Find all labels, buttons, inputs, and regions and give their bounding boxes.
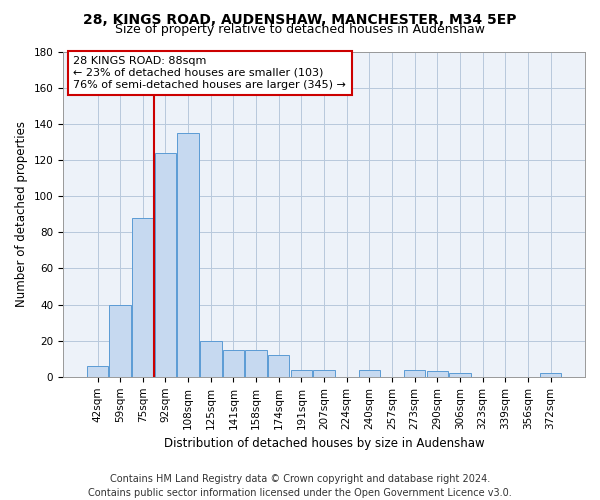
Bar — [449, 373, 470, 377]
Bar — [404, 370, 425, 377]
X-axis label: Distribution of detached houses by size in Audenshaw: Distribution of detached houses by size … — [164, 437, 484, 450]
Text: Contains HM Land Registry data © Crown copyright and database right 2024.
Contai: Contains HM Land Registry data © Crown c… — [88, 474, 512, 498]
Bar — [359, 370, 380, 377]
Bar — [200, 340, 221, 377]
Bar — [178, 133, 199, 377]
Text: 28, KINGS ROAD, AUDENSHAW, MANCHESTER, M34 5EP: 28, KINGS ROAD, AUDENSHAW, MANCHESTER, M… — [83, 12, 517, 26]
Bar — [540, 373, 561, 377]
Bar — [313, 370, 335, 377]
Bar — [268, 355, 289, 377]
Bar — [87, 366, 108, 377]
Bar — [290, 370, 312, 377]
Bar — [223, 350, 244, 377]
Y-axis label: Number of detached properties: Number of detached properties — [15, 121, 28, 307]
Bar — [155, 152, 176, 377]
Bar — [245, 350, 267, 377]
Bar — [427, 372, 448, 377]
Text: 28 KINGS ROAD: 88sqm
← 23% of detached houses are smaller (103)
76% of semi-deta: 28 KINGS ROAD: 88sqm ← 23% of detached h… — [73, 56, 346, 90]
Bar — [109, 304, 131, 377]
Bar — [132, 218, 154, 377]
Text: Size of property relative to detached houses in Audenshaw: Size of property relative to detached ho… — [115, 22, 485, 36]
